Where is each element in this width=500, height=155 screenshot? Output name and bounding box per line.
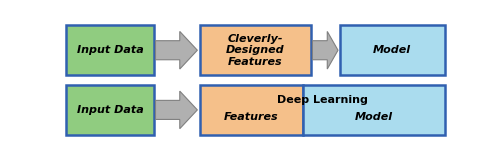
Bar [340, 25, 445, 75]
Bar [66, 85, 154, 135]
Text: Model: Model [373, 45, 412, 55]
Bar [303, 85, 445, 135]
Text: Deep Learning: Deep Learning [277, 95, 368, 105]
Bar [200, 85, 303, 135]
Polygon shape [156, 31, 198, 69]
Text: Cleverly-
Designed
Features: Cleverly- Designed Features [226, 34, 284, 67]
Text: Model: Model [355, 112, 393, 122]
Bar [200, 25, 310, 75]
Polygon shape [156, 91, 198, 129]
Bar [66, 25, 154, 75]
Text: Input Data: Input Data [76, 45, 144, 55]
Text: Features: Features [224, 112, 278, 122]
Text: Input Data: Input Data [76, 105, 144, 115]
Polygon shape [312, 31, 338, 69]
